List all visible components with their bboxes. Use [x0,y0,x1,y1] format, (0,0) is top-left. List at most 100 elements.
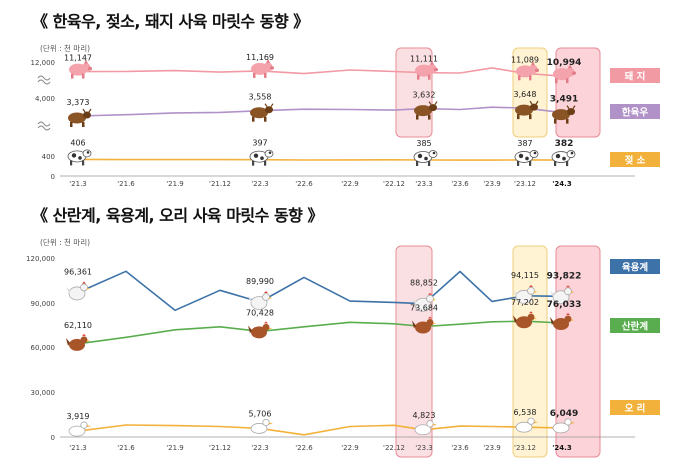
chart1-cow-icon [414,101,438,120]
chart1-title: 《 한육우, 젖소, 돼지 사육 마릿수 동향 》 [32,12,309,31]
chart2-y-tick-label: 0 [51,434,55,442]
chart2-series-line-2 [77,424,563,436]
chart2-unit-label: (단위 : 천 마리) [40,237,90,247]
chart2-data-label: 6,049 [550,409,578,419]
chart1-axis-break [37,79,51,85]
chart2-hen-icon [248,321,272,339]
chart1-data-label: 10,994 [547,58,582,68]
chart1-dairy-cow-icon [551,150,576,167]
chart2-legend-label: 산란계 [622,321,648,333]
chart2-x-tick-label: '23.12 [514,444,536,452]
chart2-data-label: 93,822 [547,271,582,281]
chart1-pig-icon [553,64,576,84]
chart1-dairy-cow-icon [249,149,274,166]
chart1-data-label: 406 [70,138,85,147]
chart1-x-tick-label: '22.9 [341,180,359,188]
chart2-y-tick-label: 120,000 [26,255,55,263]
chart2-data-label: 89,990 [246,277,274,286]
chart2-legend-label: 육용계 [622,262,648,274]
chart2-x-tick-label: '23.6 [451,444,469,452]
chart2-title: 《 산란계, 육용계, 오리 사육 마릿수 동향 》 [32,206,323,225]
chart2-legend-box-0 [610,259,660,274]
chart1-axis-break [37,121,51,127]
chart1-data-label: 3,491 [550,95,578,105]
chart1-dairy-cow-icon [67,149,92,166]
chart1-y-tick-label: 400 [42,153,55,161]
chart2-x-tick-label: '22.6 [295,444,313,452]
chart2-x-tick-label: '22.12 [383,444,405,452]
chart2-y-tick-label: 30,000 [31,389,56,397]
chart1-axis-break [37,75,51,81]
chart2-broiler-chicken-icon [412,292,436,312]
chart1-legend-label: 돼 지 [625,71,646,83]
chart1-y-tick-label: 0 [51,173,55,181]
chart1-x-tick-label: '23.6 [451,180,469,188]
chart1-legend-box-1 [610,104,660,119]
chart1-data-label: 397 [252,139,267,148]
chart1-x-tick-label: '23.9 [483,180,501,188]
chart1-x-tick-label: '21.9 [166,180,184,188]
chart1-x-tick-label: '21.6 [117,180,135,188]
chart1-data-label: 3,373 [67,98,90,107]
chart1-x-tick-label: '23.3 [415,180,433,188]
chart1-data-label: 3,632 [413,91,436,100]
chart2-data-label: 4,823 [413,411,436,420]
chart2-duck-icon [552,418,575,434]
chart1-data-label: 11,111 [410,55,438,64]
chart2-data-label: 62,110 [64,321,92,330]
chart2-legend-box-1 [610,318,660,333]
chart1-legend-box-0 [610,68,660,83]
chart2-x-tick-label: '23.3 [415,444,433,452]
chart2-x-tick-label: '21.3 [69,444,87,452]
chart2-hen-icon [412,316,436,334]
chart2-legend-box-2 [610,400,660,415]
chart2-data-label: 96,361 [64,267,92,276]
chart1-cow-icon [552,105,576,124]
chart2-data-label: 76,033 [547,300,582,310]
chart1-series-line-2 [77,158,563,161]
chart1-x-tick-label: '21.3 [69,180,87,188]
chart2-x-tick-label: '21.12 [209,444,231,452]
chart1-cow-icon [515,100,539,120]
chart2-duck-icon [414,420,437,436]
chart2-hen-icon [66,333,90,351]
chart2-series-line-0 [77,270,563,312]
chart2-data-label: 3,919 [67,412,90,421]
chart2-duck-icon [68,421,91,437]
chart1-pig-icon [69,59,92,79]
chart2-data-label: 77,202 [511,298,539,307]
chart2-x-tick-label: '21.9 [166,444,184,452]
chart1-unit-label: (단위 : 천 마리) [40,43,90,53]
chart2-x-tick-label: '22.3 [251,444,269,452]
chart1-series-line-1 [77,106,563,117]
chart1-cow-icon [68,108,92,127]
chart1-y-tick-label: 12,000 [31,59,56,67]
chart1-data-label: 382 [555,139,574,149]
chart2-broiler-chicken-icon [248,291,272,310]
chart2-broiler-chicken-icon [550,285,574,305]
chart2-legend-label: 오 리 [625,403,646,415]
chart1-y-tick-label: 4,000 [35,95,55,103]
chart2-broiler-chicken-icon [513,284,537,304]
chart2-y-tick-label: 60,000 [31,344,56,352]
chart1-data-label: 11,169 [246,53,274,62]
chart2-broiler-chicken-icon [66,281,90,301]
chart2-data-label: 5,706 [249,409,272,418]
chart1-pig-icon [415,60,438,80]
chart2-data-label: 73,684 [410,303,438,312]
chart2-x-tick-label: '24.3 [552,444,572,452]
chart2-x-tick-label: '23.9 [483,444,501,452]
chart1-axis-break [37,125,51,131]
chart1-x-tick-label: '24.3 [552,180,572,188]
chart1-cow-icon [250,103,274,122]
chart2-hen-icon [513,311,537,329]
chart1-data-label: 11,089 [511,55,539,64]
chart2-data-label: 70,428 [246,308,274,317]
chart2-data-label: 94,115 [511,271,539,280]
chart1-legend-label: 젖 소 [625,155,646,167]
chart1-x-tick-label: '22.12 [383,180,405,188]
chart1-series-line-0 [77,67,563,77]
chart1-x-tick-label: '22.6 [295,180,313,188]
chart2-duck-icon [250,418,273,434]
